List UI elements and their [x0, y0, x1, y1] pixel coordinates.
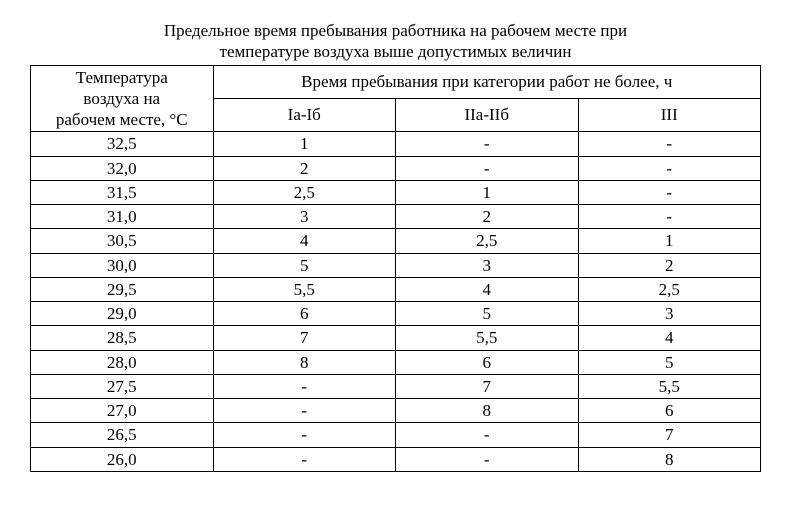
cell-cat3: - — [578, 205, 761, 229]
table-row: 26,0 - - 8 — [31, 447, 761, 471]
cell-temp: 29,0 — [31, 302, 214, 326]
exposure-limits-table: Температура воздуха на рабочем месте, °С… — [30, 65, 761, 472]
cell-temp: 30,5 — [31, 229, 214, 253]
cell-cat2: 8 — [396, 399, 579, 423]
cell-temp: 30,0 — [31, 253, 214, 277]
cell-temp: 26,5 — [31, 423, 214, 447]
table-row: 27,0 - 8 6 — [31, 399, 761, 423]
cell-cat2: - — [396, 156, 579, 180]
table-row: 29,0 6 5 3 — [31, 302, 761, 326]
table-row: 28,5 7 5,5 4 — [31, 326, 761, 350]
table-title: Предельное время пребывания работника на… — [30, 20, 761, 63]
title-line-2: температуре воздуха выше допустимых вели… — [220, 42, 572, 61]
table-row: 30,5 4 2,5 1 — [31, 229, 761, 253]
header-temperature: Температура воздуха на рабочем месте, °С — [31, 65, 214, 132]
cell-cat2: 3 — [396, 253, 579, 277]
cell-cat2: 6 — [396, 350, 579, 374]
table-row: 26,5 - - 7 — [31, 423, 761, 447]
header-cat-3: III — [578, 98, 761, 131]
cell-cat1: 1 — [213, 132, 396, 156]
cell-cat2: 2 — [396, 205, 579, 229]
table-row: 28,0 8 6 5 — [31, 350, 761, 374]
cell-cat3: 5,5 — [578, 374, 761, 398]
cell-cat1: 7 — [213, 326, 396, 350]
cell-cat1: 3 — [213, 205, 396, 229]
cell-cat3: 5 — [578, 350, 761, 374]
cell-cat1: 2 — [213, 156, 396, 180]
cell-cat3: 3 — [578, 302, 761, 326]
header-group-duration: Время пребывания при категории работ не … — [213, 65, 761, 98]
cell-temp: 28,5 — [31, 326, 214, 350]
cell-cat1: 6 — [213, 302, 396, 326]
cell-temp: 31,5 — [31, 180, 214, 204]
table-row: 32,0 2 - - — [31, 156, 761, 180]
cell-temp: 27,0 — [31, 399, 214, 423]
cell-cat3: 7 — [578, 423, 761, 447]
cell-cat2: - — [396, 447, 579, 471]
table-row: 29,5 5,5 4 2,5 — [31, 277, 761, 301]
cell-cat2: 4 — [396, 277, 579, 301]
cell-temp: 29,5 — [31, 277, 214, 301]
cell-cat3: 6 — [578, 399, 761, 423]
cell-cat3: 8 — [578, 447, 761, 471]
cell-cat2: - — [396, 132, 579, 156]
header-temp-l1: Температура — [76, 68, 168, 87]
table-row: 32,5 1 - - — [31, 132, 761, 156]
cell-temp: 32,5 — [31, 132, 214, 156]
cell-cat1: - — [213, 399, 396, 423]
cell-cat3: 4 — [578, 326, 761, 350]
table-row: 27,5 - 7 5,5 — [31, 374, 761, 398]
cell-cat3: - — [578, 132, 761, 156]
cell-temp: 27,5 — [31, 374, 214, 398]
cell-cat3: 1 — [578, 229, 761, 253]
cell-cat1: - — [213, 374, 396, 398]
cell-temp: 26,0 — [31, 447, 214, 471]
title-line-1: Предельное время пребывания работника на… — [164, 21, 627, 40]
cell-temp: 32,0 — [31, 156, 214, 180]
cell-cat3: - — [578, 156, 761, 180]
cell-cat2: 1 — [396, 180, 579, 204]
table-row: 31,0 3 2 - — [31, 205, 761, 229]
cell-cat1: 2,5 — [213, 180, 396, 204]
header-temp-l2: воздуха на — [83, 89, 160, 108]
cell-cat1: 5 — [213, 253, 396, 277]
cell-cat1: - — [213, 423, 396, 447]
cell-cat2: 2,5 — [396, 229, 579, 253]
cell-cat3: 2,5 — [578, 277, 761, 301]
cell-cat3: - — [578, 180, 761, 204]
header-row-1: Температура воздуха на рабочем месте, °С… — [31, 65, 761, 98]
cell-cat1: 8 — [213, 350, 396, 374]
header-cat-2: IIа-IIб — [396, 98, 579, 131]
table-row: 31,5 2,5 1 - — [31, 180, 761, 204]
header-cat-1: Iа-Iб — [213, 98, 396, 131]
cell-cat2: 7 — [396, 374, 579, 398]
cell-cat1: 5,5 — [213, 277, 396, 301]
cell-cat2: - — [396, 423, 579, 447]
cell-cat2: 5 — [396, 302, 579, 326]
cell-temp: 28,0 — [31, 350, 214, 374]
table-body: 32,5 1 - - 32,0 2 - - 31,5 2,5 1 - 31,0 … — [31, 132, 761, 472]
cell-cat1: 4 — [213, 229, 396, 253]
cell-cat2: 5,5 — [396, 326, 579, 350]
cell-cat3: 2 — [578, 253, 761, 277]
cell-temp: 31,0 — [31, 205, 214, 229]
header-temp-l3: рабочем месте, °С — [56, 110, 188, 129]
table-row: 30,0 5 3 2 — [31, 253, 761, 277]
cell-cat1: - — [213, 447, 396, 471]
